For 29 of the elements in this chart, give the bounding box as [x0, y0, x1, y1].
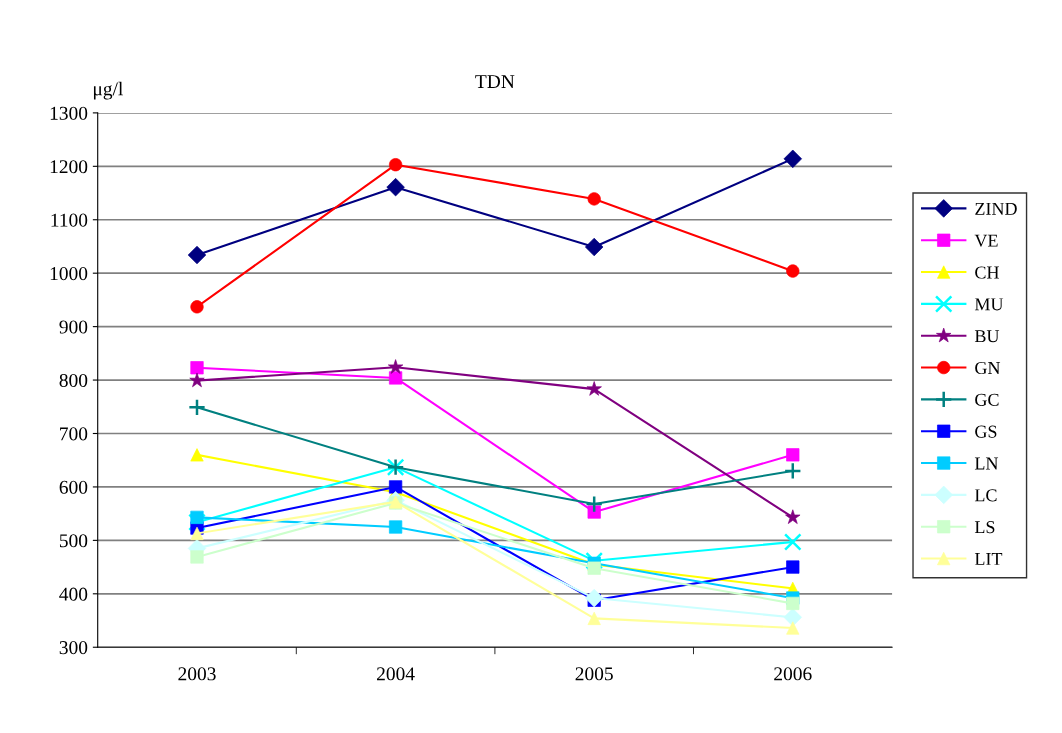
- legend-label: ZIND: [975, 202, 1017, 215]
- y-tick-label: 1300: [50, 106, 88, 120]
- y-axis-title: μg/l: [93, 81, 123, 100]
- legend-label: GS: [975, 425, 997, 438]
- y-tick-label: 600: [59, 480, 88, 494]
- x-tick-label: 2004: [377, 667, 415, 681]
- y-tick-label: 300: [59, 641, 88, 655]
- legend-label: LS: [974, 521, 995, 534]
- x-tick-label: 2005: [575, 667, 613, 681]
- legend-label: LIT: [974, 553, 1003, 565]
- legend-label: GN: [975, 361, 1001, 375]
- y-tick-label: 400: [59, 587, 88, 601]
- x-tick-label: 2003: [178, 667, 216, 681]
- chart-title: TDN: [475, 75, 515, 88]
- y-tick-label: 1000: [50, 267, 88, 281]
- legend-label: BU: [974, 330, 1000, 343]
- legend-label: MU: [974, 298, 1004, 311]
- y-tick-label: 900: [59, 320, 88, 334]
- legend-label: CH: [975, 266, 999, 279]
- x-tick-label: 2006: [774, 667, 812, 681]
- legend-label: GC: [975, 393, 999, 406]
- y-tick-label: 1100: [51, 213, 88, 227]
- y-tick-label: 500: [59, 534, 88, 548]
- legend-label: VE: [974, 234, 998, 247]
- legend-label: LC: [974, 489, 997, 502]
- y-tick-label: 1200: [50, 160, 88, 174]
- y-tick-label: 800: [59, 373, 88, 387]
- legend-label: LN: [974, 457, 999, 470]
- y-tick-label: 700: [60, 427, 88, 441]
